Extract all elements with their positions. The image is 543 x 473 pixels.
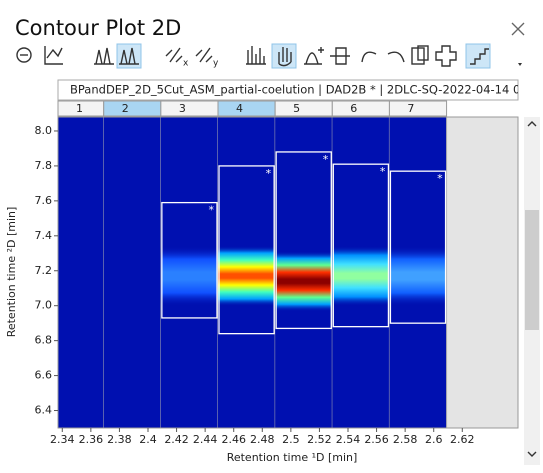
cut-tab[interactable] — [388, 100, 448, 117]
cut-box-marker: * — [380, 165, 386, 178]
peak — [389, 245, 447, 306]
x-tick-label: 2.38 — [107, 433, 132, 446]
x-tick-label: 2.52 — [307, 433, 332, 446]
peaks-tool[interactable] — [94, 47, 114, 65]
x-tick-label: 2.34 — [50, 433, 75, 446]
x-tick-label: 2.46 — [221, 433, 246, 446]
cut-tab[interactable] — [331, 100, 390, 117]
cut-tab[interactable] — [160, 100, 219, 117]
cut-box-marker: * — [209, 204, 215, 217]
svg-text:y: y — [213, 59, 219, 69]
peak — [275, 251, 333, 312]
cut-tab-label: 7 — [407, 102, 414, 115]
x-tick-label: 2.58 — [393, 433, 418, 446]
pan-tool[interactable] — [271, 43, 297, 69]
x-tick-label: 2.36 — [79, 433, 104, 446]
cut-tab-label: 3 — [179, 102, 186, 115]
zoom-out-tool[interactable] — [16, 47, 32, 63]
peak — [160, 245, 218, 306]
svg-text:x: x — [183, 59, 189, 69]
spectrum-tool[interactable] — [246, 46, 266, 65]
toolbar: x y — [16, 43, 522, 69]
x-tick-label: 2.6 — [425, 433, 443, 446]
cut-tab-label: 5 — [293, 102, 300, 115]
header-clip: BPandDEP_2D_5Cut_ASM_partial-coelution |… — [70, 83, 543, 97]
y-tick-label: 8.0 — [35, 124, 53, 137]
cut-tab-label: 4 — [236, 102, 243, 115]
y-tick-label: 6.4 — [35, 404, 53, 417]
x-tick-label: 2.5 — [282, 433, 300, 446]
y-tick-label: 6.8 — [35, 334, 53, 347]
x-tick-label: 2.56 — [364, 433, 389, 446]
step-tool[interactable] — [465, 43, 491, 69]
cut-tab[interactable] — [217, 100, 276, 117]
cut-box-marker: * — [266, 167, 272, 180]
x-tick-label: 2.4 — [139, 433, 157, 446]
copy-tool[interactable] — [411, 45, 429, 65]
axis-tool[interactable] — [44, 46, 63, 65]
link-x-tool[interactable]: x — [165, 47, 189, 69]
x-axis-label: Retention time ¹D [min] — [227, 451, 358, 464]
plot-border — [57, 116, 519, 429]
cut-box-marker: * — [323, 153, 329, 166]
header-bar — [57, 79, 519, 101]
cut-tab-label: 2 — [122, 102, 129, 115]
x-tick-label: 2.48 — [250, 433, 275, 446]
scrollbar[interactable] — [524, 117, 540, 465]
cut-tab[interactable] — [103, 100, 162, 117]
cut-box — [389, 170, 447, 324]
cut-box — [332, 163, 390, 328]
y-tick-label: 7.0 — [35, 299, 53, 312]
x-tick-label: 2.44 — [193, 433, 218, 446]
y-tick-label: 7.4 — [35, 229, 53, 242]
cut-column — [103, 117, 161, 428]
cut-tab[interactable] — [274, 100, 333, 117]
cut-box — [161, 201, 218, 319]
x-tick-label: 2.42 — [164, 433, 189, 446]
cut-tool[interactable] — [330, 47, 350, 65]
redo-tool[interactable] — [387, 51, 405, 63]
y-tick-label: 7.6 — [35, 194, 53, 207]
cut-tab-label: 1 — [76, 102, 83, 115]
y-tick-label: 6.6 — [35, 369, 53, 382]
peaks-tool-2[interactable] — [116, 43, 142, 69]
toolbar-menu[interactable] — [518, 63, 522, 66]
cut-tab-label: 6 — [350, 102, 357, 115]
x-tick-label: 2.62 — [450, 433, 475, 446]
plot: * * * * * — [58, 117, 448, 428]
y-tick-label: 7.2 — [35, 264, 53, 277]
peak — [218, 245, 276, 306]
y-tick-label: 7.8 — [35, 159, 53, 172]
y-axis-label: Retention time ²D [min] — [5, 207, 18, 338]
close-button[interactable] — [511, 22, 525, 36]
undo-tool[interactable] — [361, 51, 377, 63]
cut-box-marker: * — [437, 172, 443, 185]
link-y-tool[interactable]: y — [195, 47, 219, 69]
header-text: BPandDEP_2D_5Cut_ASM_partial-coelution |… — [70, 83, 543, 97]
x-tick-label: 2.54 — [336, 433, 361, 446]
cut-box — [218, 165, 275, 335]
expand-tool[interactable] — [435, 45, 457, 67]
integrate-tool[interactable] — [304, 47, 324, 65]
peak — [332, 245, 390, 306]
window-title: Contour Plot 2D — [15, 16, 181, 40]
cut-box — [275, 151, 332, 330]
cut-column — [58, 117, 104, 428]
